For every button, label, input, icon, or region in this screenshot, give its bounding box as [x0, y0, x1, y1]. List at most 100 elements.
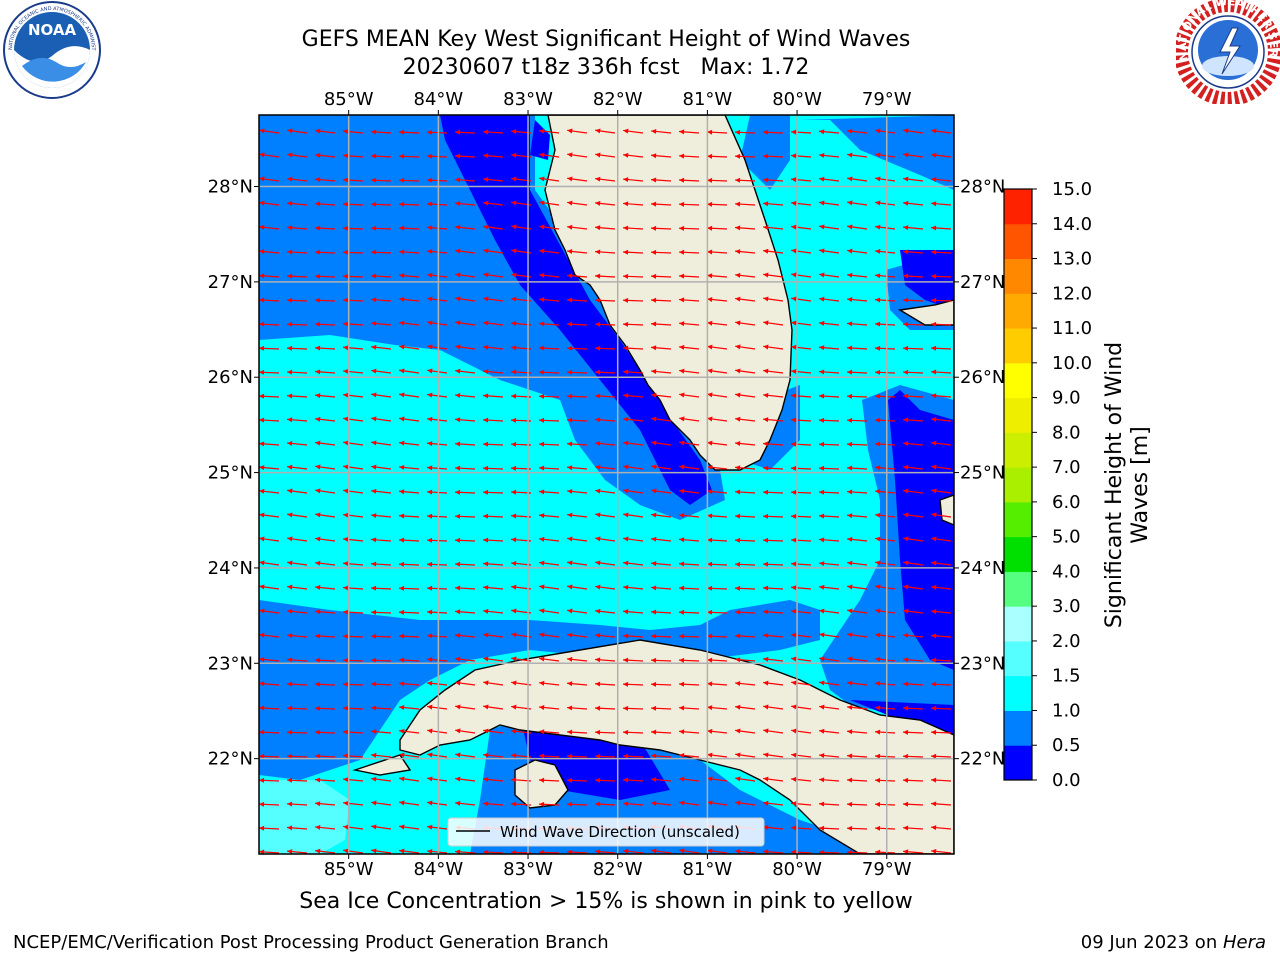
wave-arrow-head [427, 561, 433, 567]
wave-arrow-head [539, 489, 545, 495]
wave-arrow-head [735, 561, 741, 567]
wave-arrow-head [735, 177, 741, 183]
wave-arrow-head [847, 608, 853, 614]
wave-arrow-head [483, 632, 489, 638]
wave-arrow-head [343, 800, 349, 806]
wave-arrow-head [371, 800, 377, 806]
lat-label-right: 22°N [960, 749, 1005, 770]
wave-arrow-head [595, 753, 601, 759]
wave-arrow-head [651, 512, 657, 518]
wave-arrow-head [427, 848, 433, 854]
wave-arrow-head [315, 128, 321, 134]
wave-arrow-head [931, 176, 937, 182]
wave-arrow-head [343, 729, 349, 735]
wave-arrow-head [875, 200, 881, 206]
wave-arrow-head [371, 657, 377, 663]
wave-arrow-head [259, 297, 265, 303]
wave-arrow-head [875, 777, 881, 783]
wave-arrow-head [707, 728, 713, 734]
colorbar-tick-label: 14.0 [1052, 214, 1092, 235]
wave-arrow-head [847, 849, 853, 854]
wave-arrow-head [455, 153, 461, 159]
wave-arrow-head [539, 272, 545, 278]
lon-label-bottom: 85°W [324, 859, 374, 880]
wave-arrow-head [931, 152, 937, 158]
wave-arrow-head [511, 393, 517, 399]
wave-arrow-head [259, 200, 265, 206]
wave-arrow-head [651, 609, 657, 615]
wave-arrow-head [259, 632, 265, 638]
wave-arrow-head [651, 681, 657, 687]
wave-arrow-head [315, 152, 321, 158]
wave-arrow-head [791, 153, 797, 159]
wave-arrow-head [595, 176, 601, 182]
wave-arrow-head [651, 800, 657, 806]
wave-arrow-head [875, 632, 881, 638]
wave-arrow-head [651, 633, 657, 639]
wave-arrow-head [651, 585, 657, 591]
wave-arrow-head [315, 273, 321, 279]
wave-arrow-head [623, 488, 629, 494]
wave-arrow-head [623, 273, 629, 279]
wave-arrow-head [287, 417, 293, 423]
wave-arrow-head [903, 560, 909, 566]
wave-arrow-head [903, 249, 909, 255]
wave-arrow-head [931, 128, 937, 134]
wave-arrow-head [483, 200, 489, 206]
wave-arrow-head [483, 129, 489, 135]
wave-arrow-head [539, 393, 545, 399]
wave-arrow-head [819, 200, 825, 206]
wave-arrow-head [259, 849, 265, 854]
wave-arrow-head [567, 705, 573, 711]
wave-arrow-head [567, 345, 573, 351]
wave-arrow-head [847, 489, 853, 495]
wave-arrow-head [707, 585, 713, 591]
wave-arrow-head [931, 393, 937, 399]
colorbar-segment [1004, 745, 1032, 781]
wave-arrow-head [763, 561, 769, 567]
wave-arrow-head [931, 536, 937, 542]
wave-arrow-head [511, 272, 517, 278]
wave-arrow-head [819, 825, 825, 831]
wave-arrow-head [483, 320, 489, 326]
wave-arrow-head [371, 776, 377, 782]
wave-arrow-head [567, 753, 573, 759]
wave-arrow-head [259, 729, 265, 735]
wave-arrow-head [791, 728, 797, 734]
wave-arrow-head [903, 512, 909, 518]
wave-arrow-head [483, 608, 489, 614]
wave-arrow-head [651, 249, 657, 255]
wave-arrow-head [931, 297, 937, 303]
wave-arrow-head [483, 153, 489, 159]
wave-arrow-head [679, 297, 685, 303]
wave-arrow-head [539, 777, 545, 783]
wave-arrow-head [455, 728, 461, 734]
lon-label-top: 82°W [593, 89, 643, 110]
wave-arrow-head [483, 513, 489, 519]
wave-arrow-head [931, 369, 937, 375]
footer-date: 09 Jun 2023 on Hera [1081, 932, 1266, 953]
wave-arrow-head [623, 152, 629, 158]
lat-label-right: 23°N [960, 653, 1005, 674]
wave-arrow-head [623, 177, 629, 183]
wave-arrow-head [875, 825, 881, 831]
wave-arrow-head [483, 489, 489, 495]
wave-arrow-head [763, 537, 769, 543]
wave-arrow-head [707, 609, 713, 615]
wave-arrow-head [763, 513, 769, 519]
wave-arrow-head [623, 297, 629, 303]
grand-bahama-land [897, 299, 954, 326]
wave-arrow-head [483, 777, 489, 782]
wave-arrow-head [735, 489, 741, 495]
wave-arrow-head [903, 441, 909, 447]
wave-arrow-head [511, 345, 517, 351]
lon-label-bottom: 80°W [772, 859, 822, 880]
wave-arrow-head [399, 752, 405, 758]
wave-arrow-head [735, 441, 741, 446]
wave-arrow-head [371, 537, 377, 543]
wave-arrow-head [315, 585, 321, 591]
wave-arrow-head [483, 369, 489, 375]
wave-arrow-head [651, 201, 657, 207]
wave-arrow-head [567, 441, 573, 447]
wave-arrow-head [679, 488, 685, 494]
